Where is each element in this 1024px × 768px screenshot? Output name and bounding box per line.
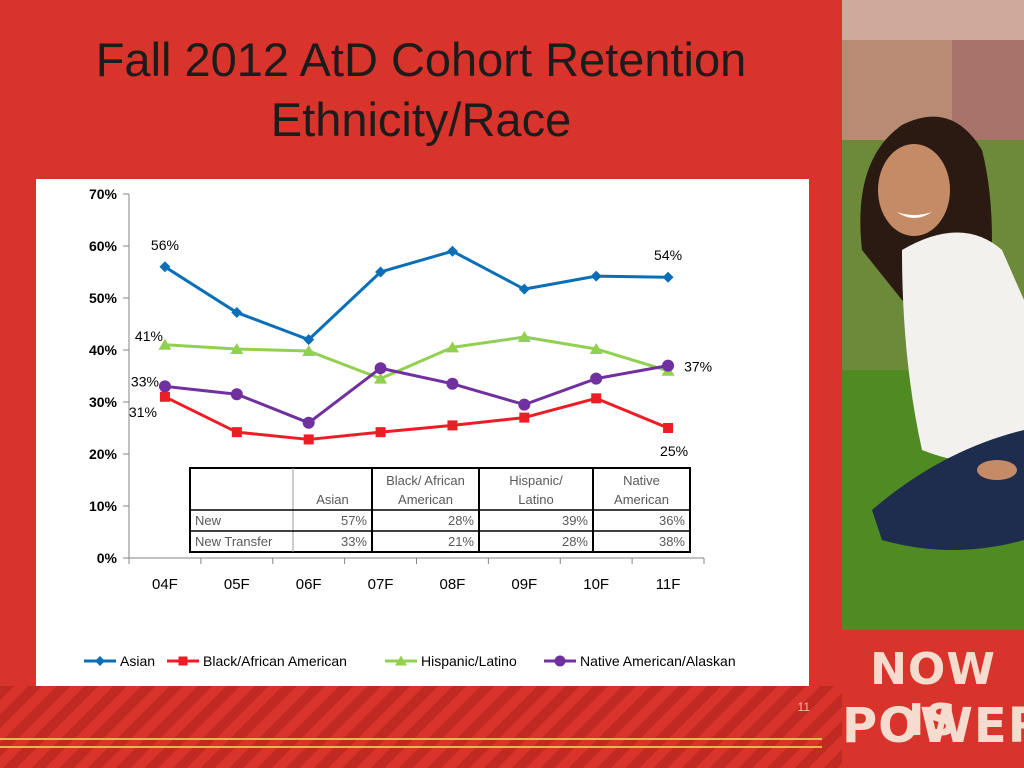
data-label: 54% <box>654 247 682 263</box>
inset-table-header: Native <box>623 473 660 488</box>
inset-table-row-label: New <box>195 513 222 528</box>
chart-panel: 0% 10% 20% 30% 40% 50% 60% 70% 04F 05F 06F 07F 08F 09… <box>36 179 809 686</box>
inset-table-cell: 21% <box>448 534 474 549</box>
slide-number: 11 <box>797 700 810 714</box>
inset-table-cell: 33% <box>341 534 367 549</box>
x-tick-label: 04F <box>152 576 178 593</box>
x-tick-label: 06F <box>296 576 322 593</box>
data-point-hispanic-latino <box>230 342 244 354</box>
series-line-asian <box>164 249 669 342</box>
inset-table-row-label: New Transfer <box>195 534 273 549</box>
legend-marker <box>554 655 566 667</box>
data-label: 31% <box>129 404 157 420</box>
legend-marker <box>178 656 188 666</box>
x-tick-label: 11F <box>656 576 681 593</box>
legend-marker <box>95 656 105 666</box>
x-tick-label: 09F <box>511 576 537 593</box>
inset-table-header: Hispanic/ <box>509 473 563 488</box>
x-tick-label: 07F <box>368 576 394 593</box>
inset-table-cell: 57% <box>341 513 367 528</box>
data-label: 56% <box>151 237 179 253</box>
student-photo-illustration <box>842 0 1024 630</box>
striped-footer <box>0 686 842 768</box>
retention-line-chart: 0% 10% 20% 30% 40% 50% 60% 70% 04F 05F 06F 07F 08F 09… <box>84 186 736 669</box>
legend-label: Black/African American <box>203 653 347 669</box>
y-tick-label: 70% <box>89 186 118 202</box>
data-point-hispanic-latino <box>374 372 388 384</box>
y-tick-label: 20% <box>89 446 118 462</box>
data-point-native-american-alaskan <box>230 388 243 401</box>
y-tick-label: 50% <box>89 290 118 306</box>
gold-rule <box>0 738 822 740</box>
legend-label: Asian <box>120 653 155 669</box>
data-point-asian <box>662 271 674 283</box>
data-point-black-african-american <box>303 434 314 445</box>
data-point-native-american-alaskan <box>446 377 459 390</box>
data-point-black-african-american <box>375 427 386 438</box>
data-label: 37% <box>684 359 712 375</box>
inset-table-header: Black/ African <box>386 473 465 488</box>
series-line-black-african-american <box>164 395 669 441</box>
inset-table-header: American <box>614 492 669 507</box>
data-point-black-african-american <box>519 412 530 423</box>
data-point-black-african-american <box>447 420 458 431</box>
slide-title-line-2: Ethnicity/Race <box>270 93 572 146</box>
series-line-hispanic-latino <box>164 335 669 381</box>
data-point-native-american-alaskan <box>158 380 171 393</box>
data-label: 41% <box>135 328 163 344</box>
inset-table-cell: 28% <box>562 534 588 549</box>
series-line-native-american-alaskan <box>164 364 669 425</box>
inset-table-header: American <box>398 492 453 507</box>
y-tick-label: 40% <box>89 342 118 358</box>
data-point-asian <box>375 266 387 278</box>
student-photo <box>842 0 1024 630</box>
slide-title: Fall 2012 AtD Cohort Retention Ethnicity… <box>0 30 842 150</box>
data-point-hispanic-latino <box>158 338 172 350</box>
legend-label: Native American/Alaskan <box>580 653 736 669</box>
data-point-asian <box>159 261 171 273</box>
data-point-native-american-alaskan <box>662 359 675 372</box>
data-point-hispanic-latino <box>517 331 531 342</box>
data-point-black-african-american <box>231 427 242 438</box>
y-tick-label: 10% <box>89 498 118 514</box>
brand-line-1: NOW IS <box>870 644 996 746</box>
data-point-black-african-american <box>663 423 674 433</box>
data-point-asian <box>303 334 315 346</box>
data-label: 33% <box>131 373 159 389</box>
y-tick-label: 0% <box>97 550 118 566</box>
gold-rule <box>0 746 822 748</box>
x-tick-label: 05F <box>224 576 250 593</box>
data-label: 25% <box>660 443 688 459</box>
slide-title-line-1: Fall 2012 AtD Cohort Retention <box>95 33 747 86</box>
data-point-asian <box>446 245 458 257</box>
data-point-black-african-american <box>591 393 602 404</box>
x-tick-label: 08F <box>440 576 466 593</box>
data-point-asian <box>518 283 530 295</box>
legend-marker <box>395 655 407 666</box>
data-point-asian <box>590 270 602 282</box>
legend-label: Hispanic/Latino <box>421 653 517 669</box>
brand-line-2: POWER <box>842 698 1024 754</box>
inset-table-header: Latino <box>518 492 553 507</box>
y-tick-label: 60% <box>89 238 118 254</box>
inset-table-header: Asian <box>316 492 349 507</box>
data-point-hispanic-latino <box>445 341 459 353</box>
inset-table-cell: 36% <box>659 513 685 528</box>
data-point-hispanic-latino <box>589 342 603 354</box>
data-point-asian <box>231 307 243 319</box>
data-point-native-american-alaskan <box>518 398 531 411</box>
data-point-native-american-alaskan <box>302 416 315 429</box>
data-point-black-african-american <box>159 391 170 402</box>
data-point-native-american-alaskan <box>374 362 387 375</box>
inset-table-cell: 28% <box>448 513 474 528</box>
brand-logo-area: NOW IS POWER <box>842 630 1024 768</box>
data-point-native-american-alaskan <box>590 372 603 385</box>
inset-table-cell: 38% <box>659 534 685 549</box>
y-tick-label: 30% <box>89 394 118 410</box>
data-point-hispanic-latino <box>302 345 316 357</box>
x-tick-label: 10F <box>583 576 609 593</box>
inset-table-cell: 39% <box>562 513 588 528</box>
